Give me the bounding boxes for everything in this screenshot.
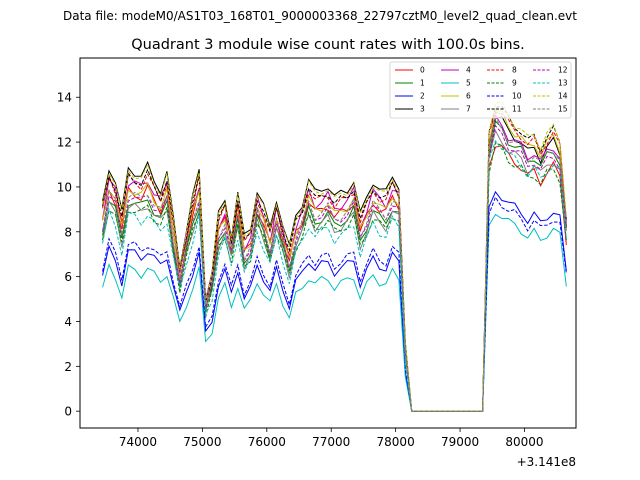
series-line-15 — [102, 116, 567, 412]
series-line-12 — [102, 124, 567, 412]
legend-label-1: 1 — [420, 79, 425, 88]
axes-frame — [79, 57, 577, 429]
series-line-8 — [102, 111, 567, 412]
legend-label-6: 6 — [466, 92, 471, 101]
legend-label-15: 15 — [558, 105, 568, 114]
legend-label-11: 11 — [512, 105, 522, 114]
x-tick-label: 78000 — [377, 435, 415, 449]
y-tick-label: 10 — [57, 180, 72, 194]
x-tick-label: 77000 — [312, 435, 350, 449]
legend-label-5: 5 — [466, 79, 471, 88]
legend-label-2: 2 — [420, 92, 425, 101]
y-tick-label: 0 — [64, 405, 72, 419]
legend-label-0: 0 — [420, 66, 425, 75]
legend-label-12: 12 — [558, 66, 568, 75]
x-axis: 74000 75000 76000 77000 78000 79000 80000 — [119, 428, 544, 449]
series-line-10 — [102, 195, 567, 412]
x-tick-label: 75000 — [183, 435, 221, 449]
y-axis: 0 2 4 6 8 10 12 14 — [57, 91, 80, 419]
legend-label-14: 14 — [558, 92, 568, 101]
legend-frame — [389, 61, 572, 119]
y-tick-label: 6 — [64, 270, 72, 284]
x-tick-label: 76000 — [248, 435, 286, 449]
legend-label-13: 13 — [558, 79, 568, 88]
y-tick-label: 12 — [57, 136, 72, 150]
x-offset-text: +3.141e8 — [517, 455, 576, 469]
figure-suptitle: Data file: modeM0/AS1T03_168T01_90000033… — [63, 9, 577, 23]
y-tick-label: 8 — [64, 225, 72, 239]
legend-label-10: 10 — [512, 92, 522, 101]
x-tick-label: 79000 — [441, 435, 479, 449]
series-group — [102, 101, 567, 412]
y-tick-label: 4 — [64, 315, 72, 329]
y-tick-label: 14 — [57, 91, 72, 105]
x-tick-label: 80000 — [505, 435, 543, 449]
legend-label-8: 8 — [512, 66, 517, 75]
x-tick-label: 74000 — [119, 435, 157, 449]
legend-label-9: 9 — [512, 79, 517, 88]
legend-label-4: 4 — [466, 66, 471, 75]
y-tick-label: 2 — [64, 360, 72, 374]
series-line-14 — [102, 101, 567, 412]
legend-label-7: 7 — [466, 105, 471, 114]
series-line-2 — [102, 190, 567, 412]
legend-label-3: 3 — [420, 105, 425, 114]
chart-title: Quadrant 3 module wise count rates with … — [131, 37, 525, 53]
